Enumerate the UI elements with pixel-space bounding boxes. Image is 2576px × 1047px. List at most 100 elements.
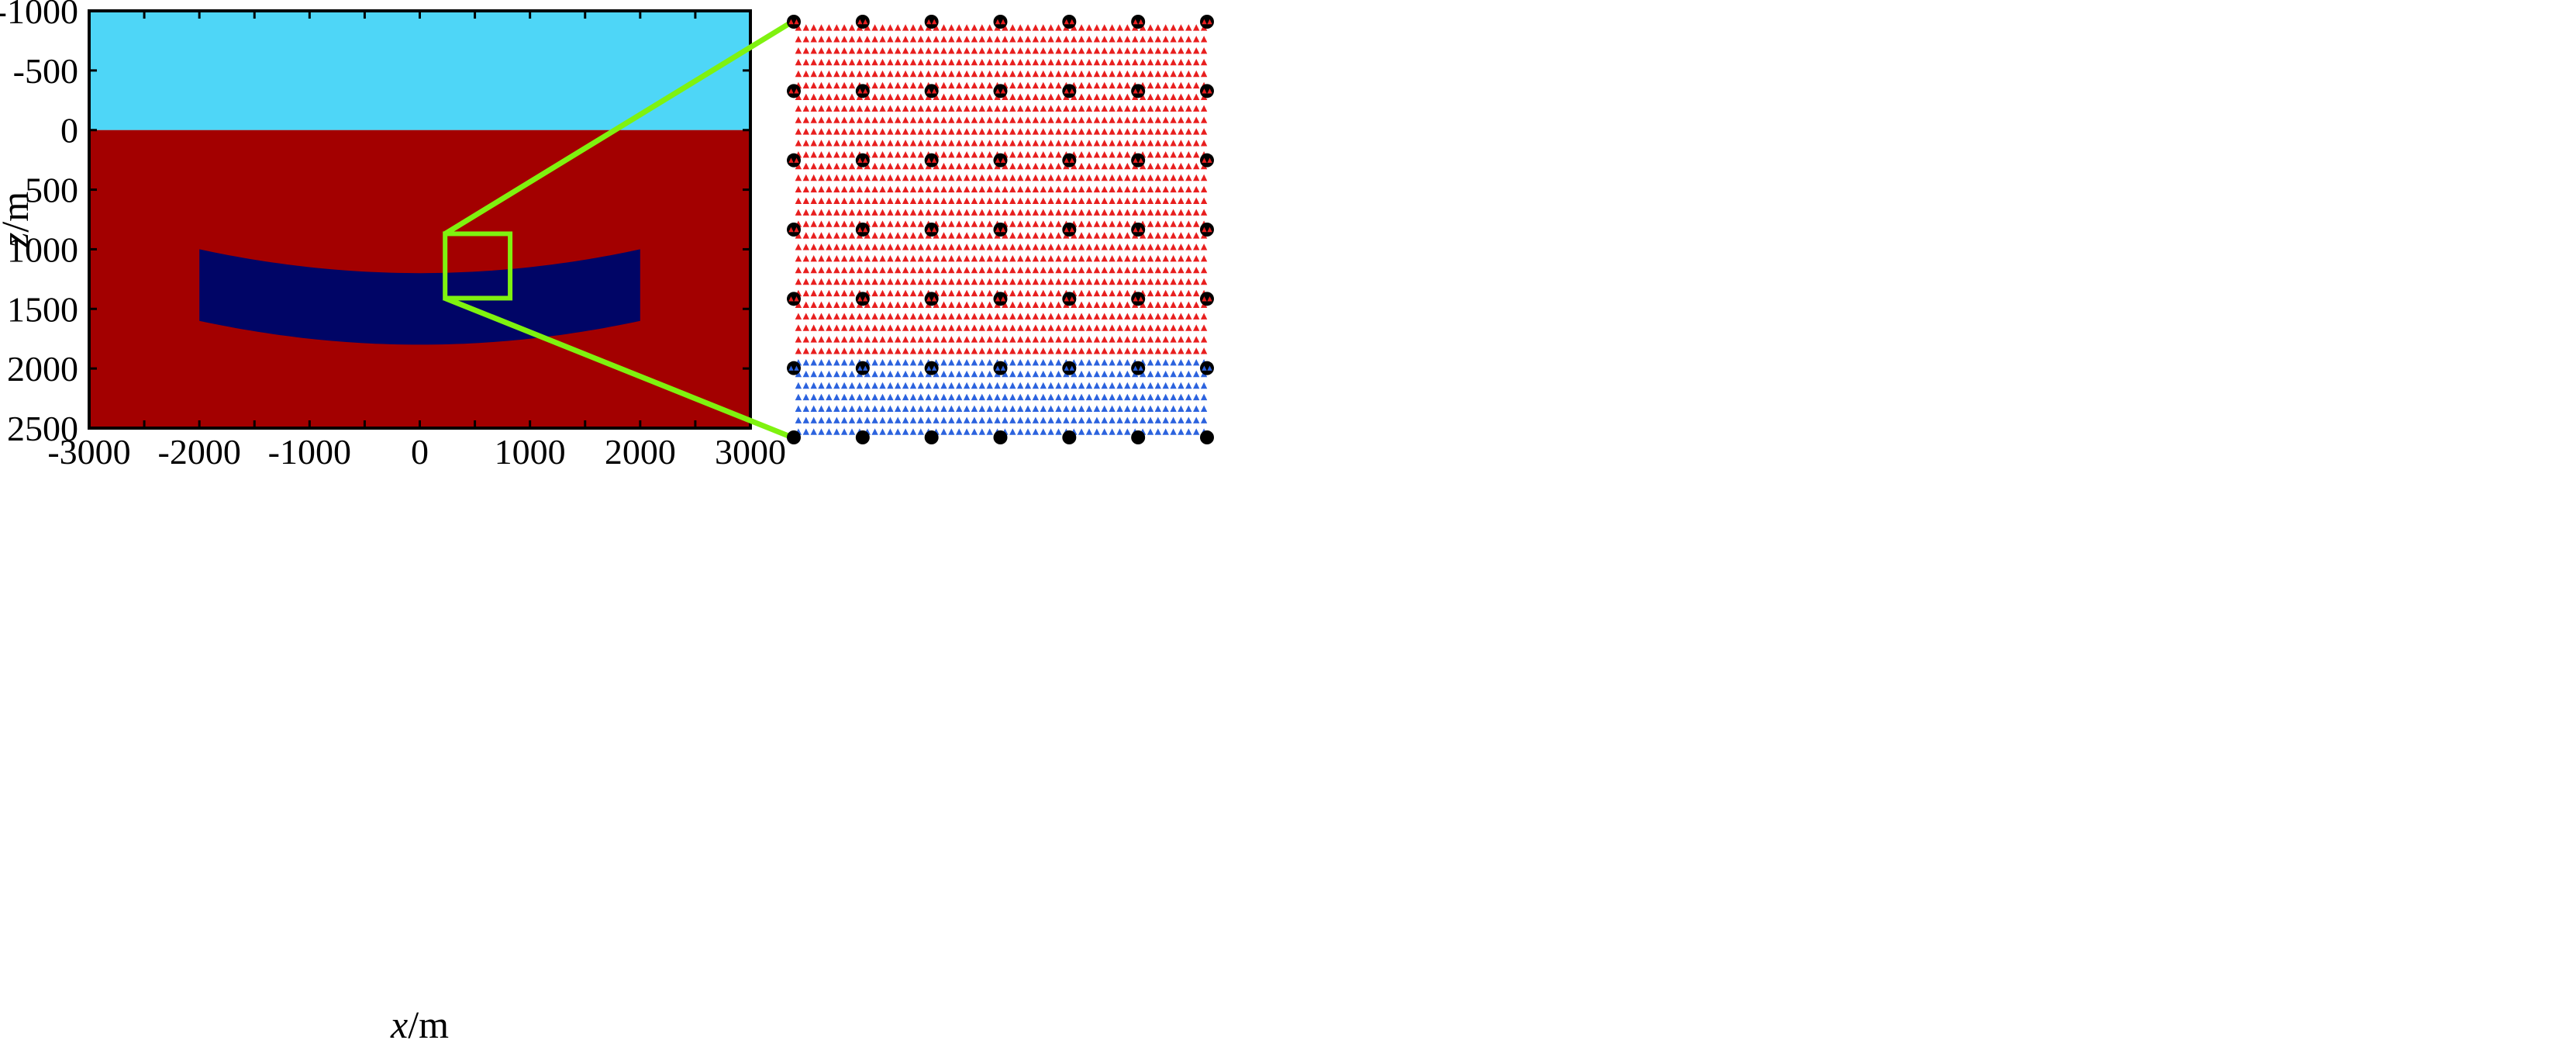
triangle-marker: [956, 428, 963, 435]
triangle-marker: [1017, 58, 1024, 66]
triangle-marker: [1078, 405, 1085, 412]
triangle-marker: [826, 416, 833, 423]
triangle-marker: [895, 185, 902, 193]
triangle-marker: [1185, 36, 1192, 43]
triangle-marker: [917, 370, 924, 378]
triangle-marker: [1200, 116, 1208, 123]
grid-node: [993, 15, 1008, 29]
triangle-marker: [1109, 116, 1116, 123]
triangle-marker: [1124, 116, 1131, 123]
triangle-marker: [1162, 359, 1169, 366]
triangle-marker: [917, 266, 924, 274]
triangle-marker: [1078, 116, 1085, 123]
triangle-marker: [902, 140, 909, 147]
triangle-marker: [1040, 278, 1047, 285]
triangle-marker: [887, 151, 894, 158]
zoom-connector-bottom: [443, 295, 794, 441]
triangle-marker: [1085, 370, 1093, 378]
triangle-marker: [1193, 416, 1200, 423]
node-inner-marker: [863, 88, 868, 94]
node-inner-marker: [926, 296, 932, 302]
triangle-marker: [1162, 162, 1169, 170]
triangle-marker: [1193, 347, 1200, 354]
triangle-marker: [1101, 140, 1108, 147]
inset-nodes: [787, 15, 1214, 444]
triangle-marker: [940, 347, 947, 354]
triangle-marker: [1032, 197, 1040, 204]
triangle-marker: [810, 24, 817, 31]
triangle-marker: [986, 278, 993, 285]
triangle-marker: [1009, 301, 1016, 308]
triangle-marker: [956, 197, 963, 204]
node-inner-marker: [1138, 226, 1143, 233]
triangle-marker: [1185, 324, 1192, 331]
triangle-marker: [1024, 105, 1032, 112]
triangle-marker: [879, 301, 886, 308]
triangle-marker: [1193, 185, 1200, 193]
triangle-marker: [1055, 174, 1062, 181]
triangle-marker: [1002, 266, 1009, 274]
triangle-marker: [856, 347, 864, 354]
z-tick-label: -1000: [0, 0, 78, 31]
triangle-marker: [1147, 416, 1154, 423]
triangle-marker: [833, 428, 840, 435]
triangle-marker: [963, 93, 971, 100]
node-inner-marker: [1138, 365, 1143, 371]
triangle-marker: [925, 416, 932, 423]
triangle-marker: [1132, 174, 1139, 181]
node-inner-marker: [926, 157, 932, 163]
triangle-marker: [963, 359, 971, 366]
triangle-marker: [1071, 197, 1078, 204]
x-tick-label: -1000: [268, 432, 351, 472]
triangle-marker: [925, 36, 932, 43]
triangle-marker: [1093, 151, 1101, 158]
triangle-marker: [1200, 278, 1208, 285]
node-inner-marker: [1000, 88, 1006, 94]
triangle-marker: [1101, 278, 1108, 285]
triangle-marker: [1032, 24, 1040, 31]
triangle-marker: [818, 24, 825, 31]
triangle-marker: [956, 313, 963, 320]
triangle-marker: [971, 266, 978, 274]
triangle-marker: [795, 116, 802, 123]
triangle-marker: [1009, 382, 1016, 389]
triangle-marker: [1116, 370, 1123, 378]
triangle-marker: [1109, 220, 1116, 227]
triangle-marker: [925, 70, 932, 78]
triangle-marker: [1154, 266, 1161, 274]
triangle-marker: [1132, 105, 1139, 112]
node-inner-marker: [1064, 226, 1069, 233]
triangle-marker: [848, 197, 856, 204]
triangle-marker: [909, 359, 917, 366]
triangle-marker: [917, 185, 924, 193]
triangle-marker: [1002, 370, 1009, 378]
triangle-marker: [1185, 116, 1192, 123]
triangle-marker: [802, 116, 809, 123]
triangle-marker: [1116, 324, 1123, 331]
triangle-marker: [1162, 393, 1169, 401]
triangle-marker: [994, 47, 1001, 54]
triangle-marker: [1078, 428, 1085, 435]
triangle-marker: [948, 232, 955, 239]
triangle-marker: [1139, 116, 1147, 123]
triangle-marker: [1109, 244, 1116, 251]
triangle-marker: [1170, 36, 1177, 43]
triangle-marker: [994, 382, 1001, 389]
triangle-marker: [1055, 151, 1062, 158]
triangle-marker: [1078, 232, 1085, 239]
triangle-marker: [879, 382, 886, 389]
triangle-marker: [1162, 24, 1169, 31]
triangle-marker: [1078, 359, 1085, 366]
triangle-marker: [1101, 116, 1108, 123]
triangle-marker: [948, 405, 955, 412]
triangle-marker: [1162, 244, 1169, 251]
triangle-marker: [994, 347, 1001, 354]
triangle-marker: [895, 174, 902, 181]
z-tick-label: 0: [60, 111, 78, 150]
node-inner-marker: [1138, 19, 1143, 25]
triangle-marker: [1032, 232, 1040, 239]
triangle-marker: [1116, 197, 1123, 204]
triangle-marker: [917, 313, 924, 320]
triangle-marker: [1193, 58, 1200, 66]
triangle-marker: [1170, 313, 1177, 320]
